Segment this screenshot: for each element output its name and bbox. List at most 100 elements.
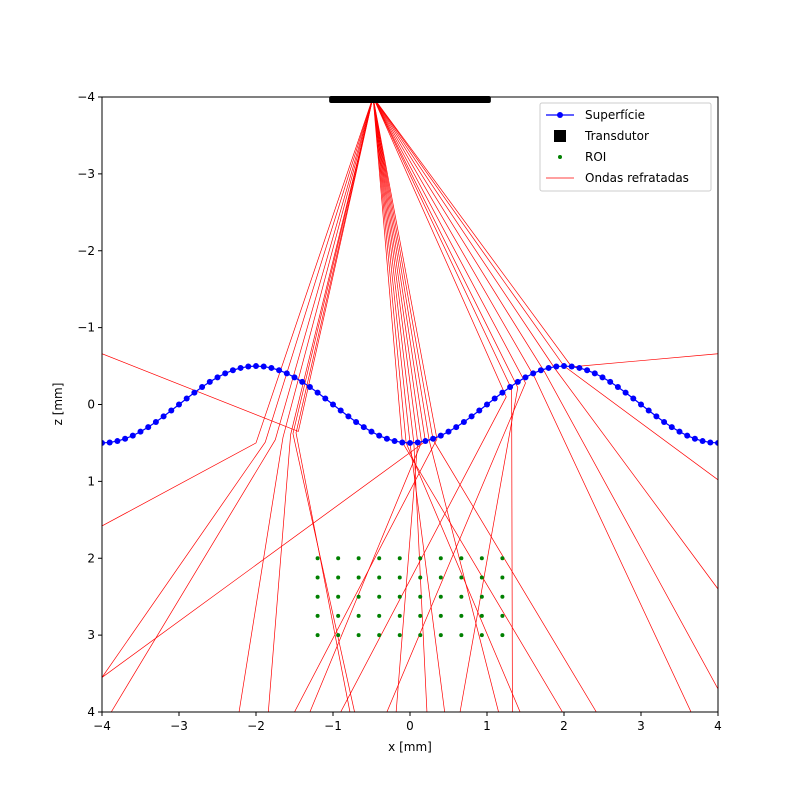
roi-points — [315, 556, 505, 638]
roi-point-4-8 — [479, 633, 484, 638]
surface-point-49 — [476, 407, 483, 414]
ray-0 — [102, 97, 374, 527]
surface-point-57 — [537, 367, 544, 374]
ray-8 — [372, 97, 563, 712]
ray-9 — [372, 97, 521, 712]
surface-point-1 — [106, 439, 113, 446]
surface-point-68 — [622, 389, 629, 396]
surface-point-74 — [668, 424, 675, 431]
surface-point-50 — [484, 401, 490, 408]
transducer — [329, 96, 491, 103]
surface-point-14 — [206, 378, 213, 385]
roi-point-3-3 — [377, 613, 382, 618]
legend-rays-label: Ondas refratadas — [585, 171, 689, 185]
surface-point-60 — [561, 363, 567, 370]
x-tick-label-1: −3 — [170, 719, 188, 733]
surface-point-26 — [299, 378, 306, 385]
legend: Superfície Transdutor ROI Ondas refratad… — [539, 102, 712, 192]
surface-point-70 — [638, 401, 644, 408]
roi-point-3-8 — [479, 613, 484, 618]
surface-point-75 — [676, 428, 683, 435]
surface-point-30 — [330, 401, 336, 408]
legend-transducer-marker — [554, 130, 566, 142]
x-tick-label-8: 4 — [714, 719, 722, 733]
ray-13 — [309, 97, 422, 712]
y-tick-label-0: −4 — [77, 90, 95, 104]
roi-point-3-7 — [459, 613, 464, 618]
surface-point-59 — [553, 363, 560, 370]
surface-point-22 — [268, 364, 275, 371]
roi-point-3-6 — [438, 613, 443, 618]
roi-point-1-2 — [356, 575, 361, 580]
ray-12 — [372, 97, 419, 712]
x-tick-label-5: 1 — [483, 719, 491, 733]
roi-point-0-0 — [315, 556, 320, 561]
y-axis-label: z [mm] — [51, 383, 65, 426]
surface-point-56 — [530, 370, 537, 377]
surface-point-69 — [630, 395, 637, 402]
surface-point-64 — [591, 370, 598, 377]
surface-point-12 — [191, 389, 198, 396]
roi-point-3-2 — [356, 613, 361, 618]
ray-15 — [372, 97, 499, 712]
roi-point-1-1 — [336, 575, 341, 580]
ray-4 — [267, 97, 374, 712]
legend-surface-dot — [557, 112, 563, 118]
roi-point-3-1 — [336, 613, 341, 618]
y-tick-label-6: 2 — [87, 551, 95, 565]
ray-2 — [110, 97, 374, 712]
ray-22 — [372, 97, 692, 712]
surface-point-67 — [614, 384, 621, 391]
roi-point-4-1 — [336, 633, 341, 638]
roi-point-4-3 — [377, 633, 382, 638]
roi-point-0-2 — [356, 556, 361, 561]
transducer-bar — [329, 96, 491, 103]
ray-17 — [294, 97, 438, 712]
legend-surface-label: Superfície — [585, 108, 645, 122]
surface-point-21 — [260, 363, 267, 370]
surface-point-38 — [391, 438, 398, 445]
surface-point-46 — [453, 424, 460, 431]
surface-point-52 — [499, 389, 506, 396]
roi-point-3-9 — [500, 613, 505, 618]
surface-point-10 — [176, 401, 182, 408]
roi-point-1-0 — [315, 575, 320, 580]
roi-point-2-6 — [438, 594, 443, 599]
surface-point-43 — [430, 435, 437, 442]
roi-point-0-3 — [377, 556, 382, 561]
legend-box — [539, 102, 712, 192]
surface-point-48 — [468, 413, 475, 420]
roi-point-1-6 — [438, 575, 443, 580]
surface-point-77 — [691, 435, 698, 442]
surface-point-41 — [414, 439, 421, 446]
y-tick-label-3: −1 — [77, 321, 95, 335]
roi-point-0-9 — [500, 556, 505, 561]
y-tick-label-5: 1 — [87, 474, 95, 488]
roi-point-1-5 — [418, 575, 423, 580]
x-tick-label-6: 2 — [560, 719, 568, 733]
surface-point-72 — [653, 413, 660, 420]
ray-23 — [372, 97, 718, 690]
ray-3 — [238, 97, 374, 712]
roi-point-0-7 — [459, 556, 464, 561]
roi-point-2-1 — [336, 594, 341, 599]
roi-point-1-3 — [377, 575, 382, 580]
surface-point-63 — [584, 367, 591, 374]
surface-point-6 — [145, 424, 152, 431]
roi-point-0-4 — [397, 556, 402, 561]
surface-point-24 — [283, 370, 290, 377]
ray-5 — [292, 97, 374, 712]
roi-point-0-8 — [479, 556, 484, 561]
roi-point-1-7 — [459, 575, 464, 580]
roi-point-3-5 — [418, 613, 423, 618]
ray-19 — [372, 97, 513, 712]
roi-point-4-9 — [500, 633, 505, 638]
roi-point-4-0 — [315, 633, 320, 638]
surface-point-25 — [291, 374, 298, 381]
surface-point-55 — [522, 374, 529, 381]
surface-point-39 — [399, 439, 406, 446]
surface-point-78 — [699, 438, 706, 445]
surface-point-34 — [360, 424, 367, 431]
